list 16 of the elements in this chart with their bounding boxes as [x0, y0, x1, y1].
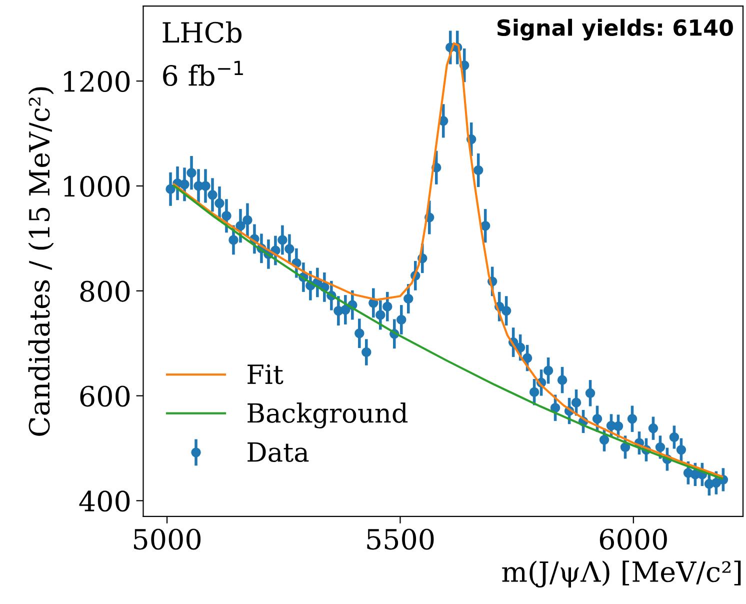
y-tick-label: 800 — [80, 280, 130, 302]
x-tick-label: 5000 — [134, 528, 201, 550]
legend-label: Fit — [248, 364, 284, 384]
annotation: LHCb — [162, 21, 242, 43]
annotation: Signal yields: 6140 — [498, 18, 733, 40]
y-tick-label: 400 — [79, 490, 130, 512]
y-tick-label: 1200 — [64, 70, 130, 92]
y-axis-title: Candidates / (15 MeV/c²) — [28, 87, 54, 436]
x-axis-title: m(J/ψΛ) [MeV/c²] — [502, 560, 741, 588]
annotation: 6 fb$^{−1}$ — [163, 60, 243, 86]
y-tick-label: 600 — [80, 386, 130, 407]
x-tick-label: 5500 — [367, 528, 434, 550]
x-tick-label: 6000 — [600, 528, 667, 550]
y-tick-label: 1000 — [64, 176, 130, 197]
legend-label: Data — [248, 442, 309, 462]
legend-label: Background — [248, 402, 408, 428]
